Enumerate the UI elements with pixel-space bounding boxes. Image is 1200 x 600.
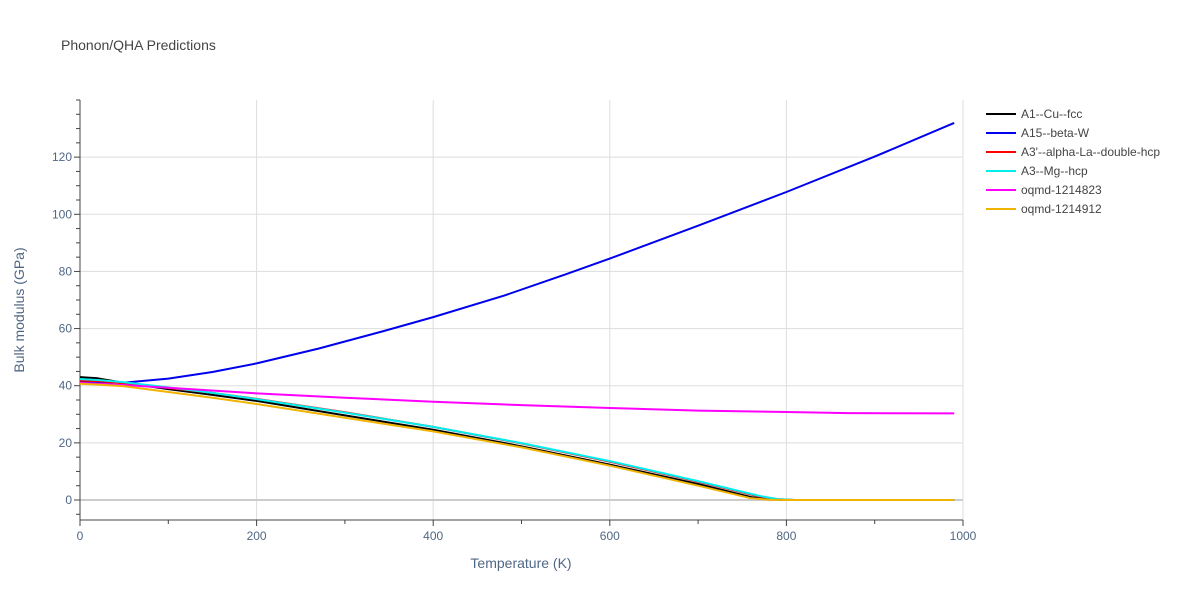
y-tick-label: 120 <box>52 150 72 164</box>
legend-label: oqmd-1214912 <box>1021 202 1102 216</box>
series-line-4 <box>79 381 955 415</box>
x-tick-label: 0 <box>77 529 84 543</box>
series-line-0 <box>79 376 955 501</box>
x-axis-title: Temperature (K) <box>470 555 571 571</box>
legend-label: A3'--alpha-La--double-hcp <box>1021 145 1160 159</box>
axes: 0 200 400 600 800 1000 0 20 40 60 80 100 120 <box>52 99 977 543</box>
y-tick-label: 80 <box>59 264 73 278</box>
legend-label: A1--Cu--fcc <box>1021 107 1082 121</box>
chart-title: Phonon/QHA Predictions <box>61 37 216 53</box>
x-tick-label: 1000 <box>950 529 977 543</box>
series-line-1 <box>79 121 955 384</box>
legend-label: A15--beta-W <box>1021 126 1090 140</box>
legend: A1--Cu--fcc A15--beta-W A3'--alpha-La--dou… <box>986 107 1160 216</box>
y-tick-label: 60 <box>59 322 73 336</box>
y-tick-label: 20 <box>59 436 73 450</box>
legend-label: oqmd-1214823 <box>1021 183 1102 197</box>
y-tick-label: 40 <box>59 379 73 393</box>
legend-label: A3--Mg--hcp <box>1021 164 1088 178</box>
x-tick-label: 800 <box>776 529 796 543</box>
x-tick-label: 200 <box>247 529 267 543</box>
series-lines <box>79 121 955 501</box>
y-tick-label: 0 <box>65 493 72 507</box>
y-axis-title: Bulk modulus (GPa) <box>11 247 27 372</box>
grid-lines <box>80 100 964 520</box>
x-tick-label: 400 <box>423 529 443 543</box>
x-tick-label: 600 <box>600 529 620 543</box>
y-tick-label: 100 <box>52 207 72 221</box>
series-line-5 <box>79 382 955 501</box>
